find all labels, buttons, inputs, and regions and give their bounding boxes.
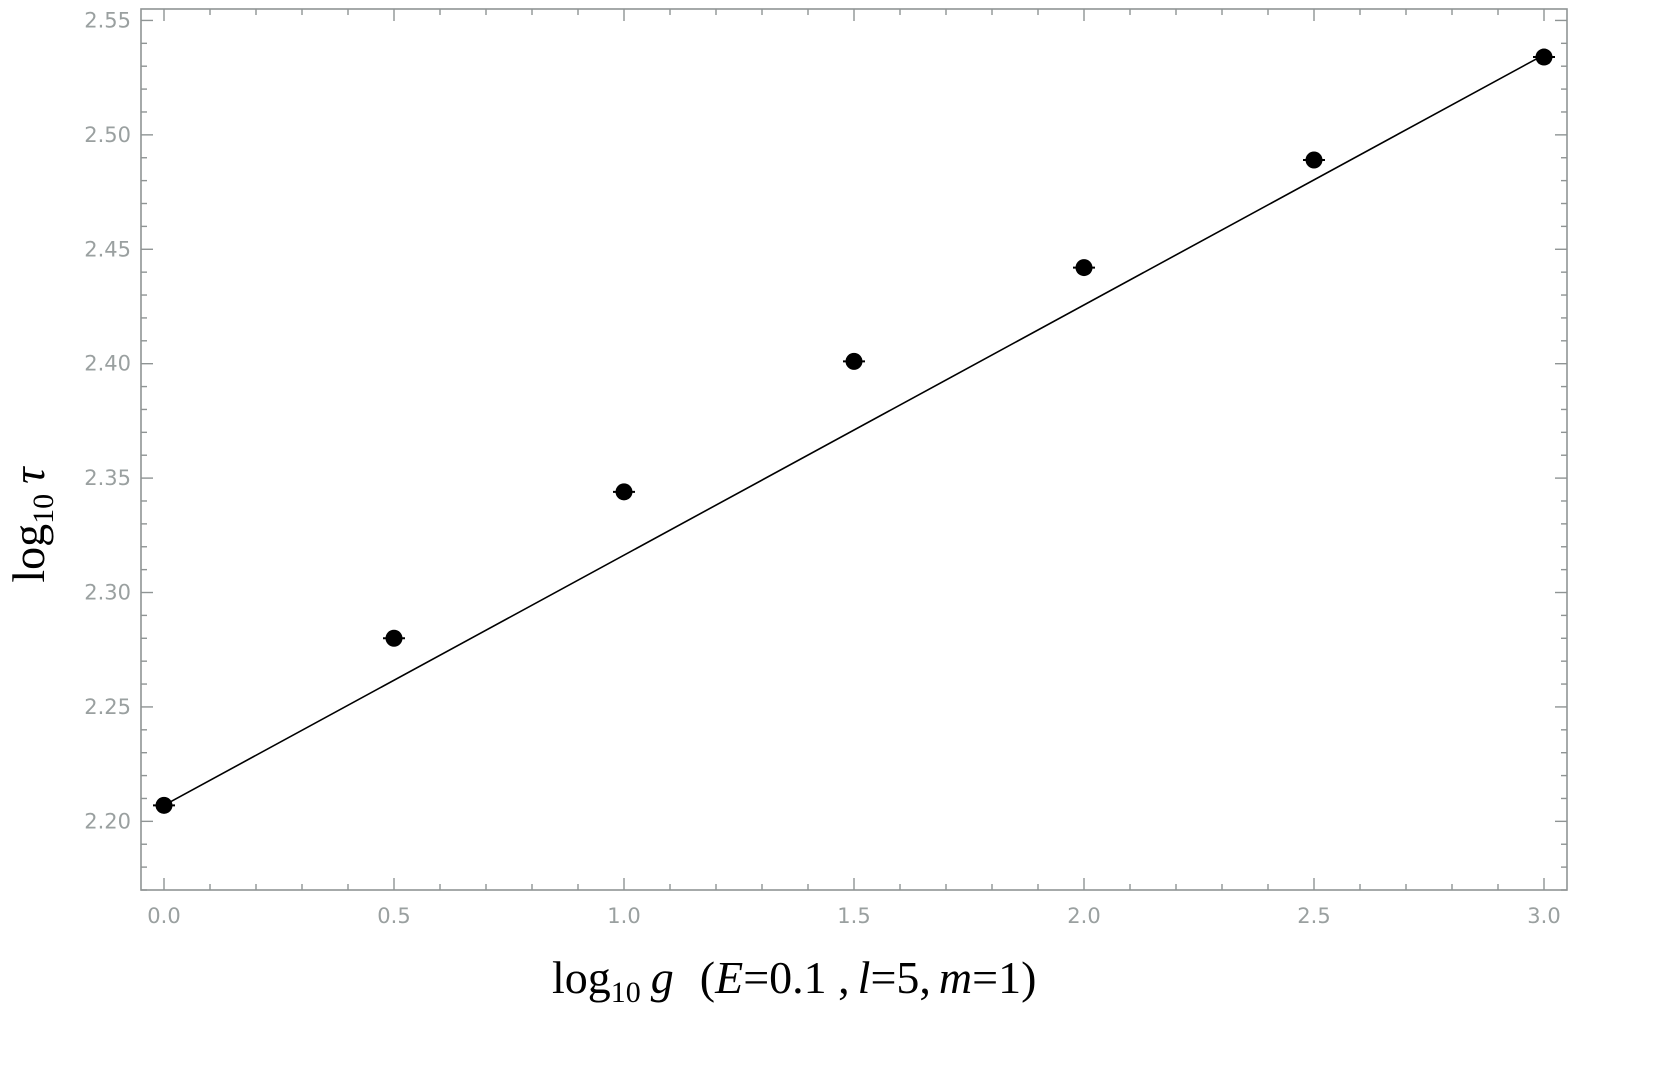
y-axis-title: log10 τ: [3, 466, 60, 583]
x-axis-title-log: log: [552, 952, 611, 1003]
x-tick-label: 1.0: [607, 904, 640, 928]
x-tick-label: 1.5: [837, 904, 870, 928]
data-point: [1305, 151, 1323, 169]
x-tick-label: 2.0: [1067, 904, 1100, 928]
y-axis-title-log: log: [3, 524, 54, 583]
y-tick-label: 2.50: [84, 123, 131, 147]
y-tick-label: 2.20: [84, 809, 131, 833]
y-tick-label: 2.55: [84, 8, 131, 32]
x-axis-title-m-var: m: [939, 952, 972, 1003]
x-tick-label: 0.5: [377, 904, 410, 928]
x-tick-label: 2.5: [1297, 904, 1330, 928]
y-tick-label: 2.40: [84, 352, 131, 376]
y-tick-label: 2.30: [84, 581, 131, 605]
x-axis-title-variable: g: [651, 952, 674, 1003]
x-axis-title-m-val: =1): [972, 952, 1036, 1003]
y-axis-title-variable: τ: [3, 466, 54, 484]
data-point: [615, 483, 633, 501]
x-tick-label: 0.0: [147, 904, 180, 928]
data-point: [1535, 48, 1553, 66]
data-point: [845, 352, 863, 370]
x-axis-title-e-val: =0.1 ,: [743, 952, 849, 1003]
y-tick-label: 2.45: [84, 237, 131, 261]
y-axis-title-subscript: 10: [27, 494, 60, 524]
x-tick-label: 3.0: [1527, 904, 1560, 928]
y-tick-label: 2.25: [84, 695, 131, 719]
data-point: [155, 796, 173, 814]
axis-ticks: [141, 9, 1567, 891]
x-axis-title-l-val: =5,: [870, 952, 930, 1003]
x-axis-title-subscript: 10: [611, 976, 641, 1009]
x-axis-title-l-var: l: [858, 952, 871, 1003]
x-axis-title: log10 g (E=0.1 , l=5, m=1): [552, 952, 1036, 1009]
series-layer: [153, 48, 1555, 814]
data-point: [1075, 259, 1093, 277]
axis-tick-labels: 0.0 0.5 1.0 1.5 2.0 2.5 3.0 2.20 2.25 2.30 2.35 2.4…: [84, 8, 1560, 928]
data-point: [385, 629, 403, 647]
fit-line: [163, 54, 1545, 807]
y-tick-label: 2.35: [84, 466, 131, 490]
x-axis-title-params-open: (: [700, 952, 715, 1003]
x-axis-title-e-var: E: [714, 952, 743, 1003]
plot-frame: [140, 8, 1568, 891]
